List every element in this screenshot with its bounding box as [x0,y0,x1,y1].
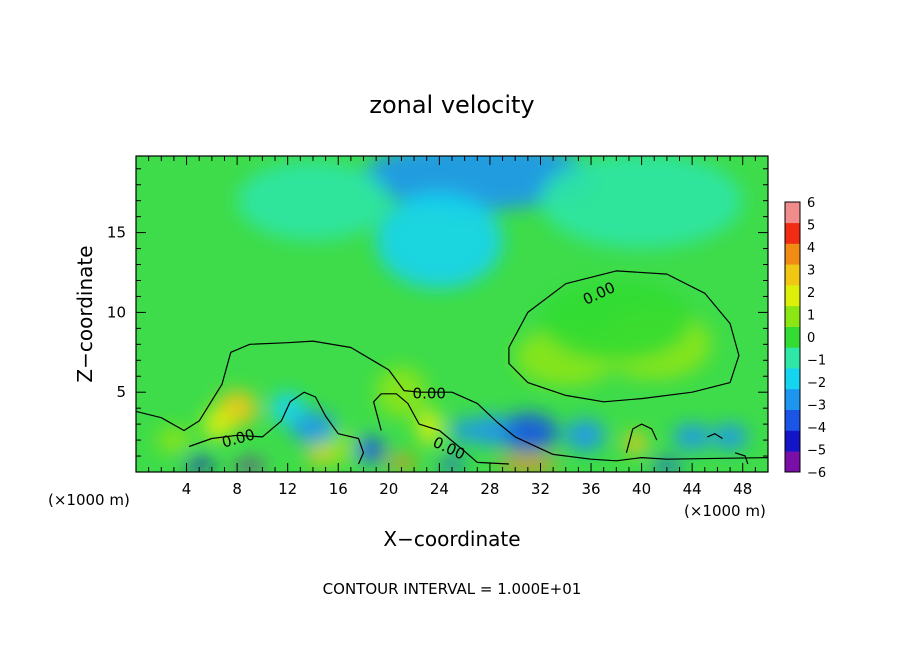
colorbar-tick-label: 3 [807,264,815,279]
colorbar-tick-label: −1 [807,354,826,369]
y-tick-label: 5 [116,383,126,401]
colorbar-tick-label: 6 [807,196,815,211]
colorbar-tick-label: 0 [807,331,815,346]
zero-contour-line [625,423,658,453]
field-blob [452,417,473,444]
colorbar-swatch [785,326,800,348]
colorbar-swatch [785,264,800,286]
x-tick-label: 28 [480,480,499,498]
x-tick-label: 40 [632,480,651,498]
colorbar-tick-label: 4 [807,241,815,256]
colorbar-tick-label: −5 [807,444,826,459]
velocity-field [156,156,748,472]
field-blob [497,456,559,472]
colorbar-swatch [785,451,800,473]
x-tick-label: 12 [278,480,297,498]
field-blob [651,459,683,472]
y-tick-label: 15 [107,224,126,242]
colorbar-swatch [785,430,800,452]
colorbar-swatch [785,305,800,327]
field-blob [540,156,743,249]
field-blob [237,160,389,241]
contour-interval-footer: CONTOUR INTERVAL = 1.000E+01 [323,580,582,598]
colorbar-tick-label: −4 [807,421,826,436]
colorbar-tick-label: −6 [807,466,826,481]
zero-contour-line [508,270,740,403]
x-axis-ticks: 4 8 12 16 20 24 28 32 36 40 44 48 [148,156,756,498]
x-axis-label: X−coordinate [383,527,520,551]
zero-contour-line [707,433,723,440]
colorbar-tick-label: 1 [807,309,815,324]
zero-contour-line [373,393,509,465]
zero-contours [136,270,768,465]
field-blob [497,412,559,452]
plot-area: 0.000.000.00 0.00 4 8 12 16 20 24 28 32 36 40 44 48 … [107,155,769,498]
field-blob [564,419,605,452]
x-tick-label: 20 [379,480,398,498]
field-blob [623,432,647,455]
x-tick-label: 8 [232,480,242,498]
colorbar-tick-label: −2 [807,376,826,391]
field-blob [290,411,336,444]
field-blob [376,366,427,418]
field-blob [439,457,465,471]
colorbar-tick-label: 5 [807,219,815,234]
x-tick-label: 24 [430,480,449,498]
x-tick-label: 48 [733,480,752,498]
colorbar-swatch [785,222,800,244]
zero-contour-line [734,452,749,465]
zero-contour-line [188,391,365,465]
colorbar-swatch [785,347,800,369]
x-tick-label: 4 [182,480,192,498]
x-tick-label: 36 [581,480,600,498]
field-blob [156,427,192,453]
y-tick-label: 10 [107,303,126,321]
field-blob [234,460,265,471]
chart-title: zonal velocity [369,91,534,119]
y-axis-ticks: 5 10 15 [107,168,768,457]
colorbar-swatch [785,368,800,390]
x-tick-label: 32 [531,480,550,498]
field-blob [673,424,712,450]
field-blob [386,456,417,469]
contour-label: 0.00 [413,385,446,403]
field-blob [202,408,234,441]
x-tick-label: 44 [683,480,702,498]
field-blob [306,448,332,465]
colorbar-frame [784,201,801,473]
x-tick-label: 16 [329,480,348,498]
colorbar-swatch [785,409,800,431]
field-blob [184,457,215,471]
field-blob [376,192,503,289]
colorbar-swatch [785,202,800,224]
colorbar-swatch [785,243,800,265]
colorbar-swatch [785,388,800,410]
colorbar: 6 5 4 3 2 1 0 −1 −2 −3 −4 −5 −6 [784,196,826,481]
field-blob [469,414,511,447]
field-blob [540,278,693,362]
x-unit-label-right: (×1000 m) [684,502,766,520]
colorbar-swatch [785,285,800,307]
colorbar-tick-label: −3 [807,399,826,414]
field-blob [712,424,748,450]
x-unit-label-left: (×1000 m) [48,491,130,509]
y-axis-label: Z−coordinate [73,245,97,382]
zero-contour-line [136,340,768,462]
colorbar-tick-label: 2 [807,286,815,301]
